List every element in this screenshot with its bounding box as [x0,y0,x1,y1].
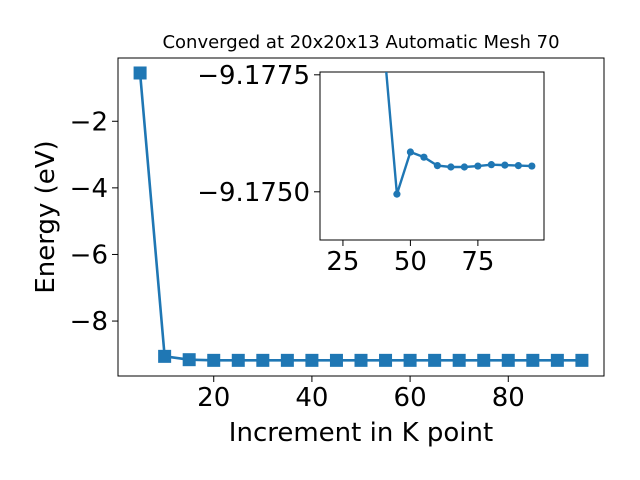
main-data-point [182,353,196,367]
main-data-point [207,353,221,367]
inset-x-tick-label: 50 [394,247,427,277]
inset-data-point [514,161,522,170]
main-y-tick-label: −6 [70,240,108,270]
main-data-point [231,353,245,367]
main-data-point [428,353,442,367]
main-data-point [452,353,466,367]
main-data-point [550,353,564,367]
main-y-tick-label: −8 [70,307,108,337]
inset-data-point [406,148,415,156]
main-data-point [403,353,417,367]
inset-data-point [433,161,441,170]
main-data-point [158,349,172,363]
inset-data-point [528,162,536,170]
y-axis-label: Energy (eV) [31,140,61,293]
inset-plot-area [319,71,545,241]
main-data-point [379,353,393,367]
inset-data-point [420,153,428,161]
main-x-tick-label: 20 [197,383,230,413]
main-x-axis: 20 40 60 80 [197,376,525,413]
inset-data-point [447,163,455,171]
inset-x-tick-label: 75 [461,247,494,277]
main-data-point [477,353,491,367]
inset-data-point [460,163,468,171]
main-x-tick-label: 60 [394,383,427,413]
inset-y-tick-label: −9.1775 [197,61,310,91]
inset-chart: 25 50 75 −9.1775 −9.1750 [197,61,545,277]
main-data-point [133,66,147,80]
main-data-point [501,353,515,367]
inset-series [385,72,536,198]
chart-title: Converged at 20x20x13 Automatic Mesh 70 [162,32,559,53]
main-series [133,66,589,367]
main-y-axis: −8 −6 −4 −2 [70,107,118,337]
main-data-point [526,353,540,367]
main-data-point [280,353,294,367]
inset-y-axis: −9.1775 −9.1750 [197,61,320,208]
main-data-point [575,353,589,367]
main-x-tick-label: 40 [295,383,328,413]
x-axis-label: Increment in K point [229,418,493,448]
main-data-point [256,353,270,367]
inset-x-tick-label: 25 [326,247,359,277]
inset-data-point [487,161,495,169]
main-data-point [305,353,319,367]
main-data-point [354,353,368,367]
main-y-tick-label: −4 [70,174,108,204]
inset-x-axis: 25 50 75 [326,240,494,277]
inset-data-point [501,161,509,169]
main-data-point [329,353,343,367]
inset-data-point [474,162,482,170]
main-x-tick-label: 80 [492,383,525,413]
main-y-tick-label: −2 [70,107,108,137]
inset-data-point [393,190,401,198]
inset-y-tick-label: −9.1750 [197,178,310,208]
